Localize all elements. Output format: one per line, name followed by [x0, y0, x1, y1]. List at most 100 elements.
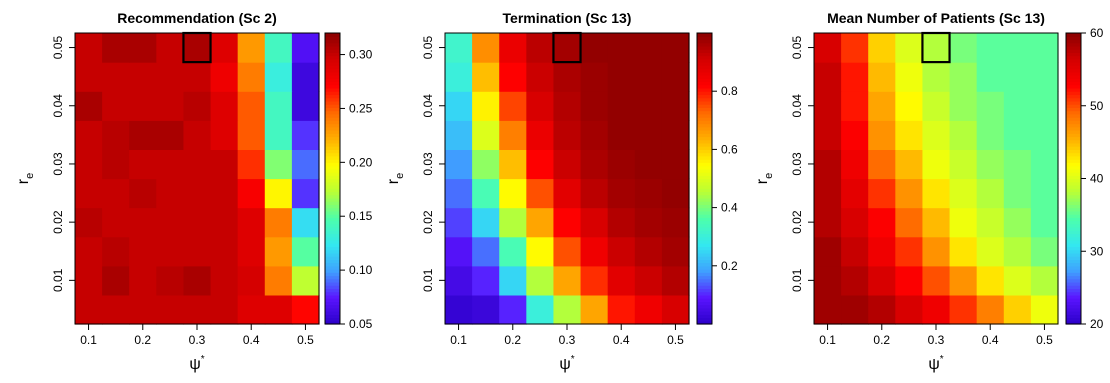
heatmap-cell	[102, 294, 130, 325]
colorbar-segment	[1066, 278, 1081, 283]
colorbar-segment	[1066, 175, 1081, 180]
colorbar-segment	[325, 58, 340, 63]
heatmap-panel: Recommendation (Sc 2) 0.1 0.2 0.3 0.4 0.5 0.01…	[15, 10, 373, 373]
colorbar-segment	[325, 285, 340, 290]
heatmap-cell	[814, 120, 842, 150]
heatmap-cell	[661, 149, 690, 180]
heatmap-cell	[922, 33, 951, 63]
heatmap-cell	[976, 294, 1005, 325]
y-tick-label: 0.01	[421, 268, 435, 292]
colorbar-segment	[325, 104, 340, 108]
colorbar-segment	[1066, 130, 1081, 134]
colorbar-segment	[1066, 45, 1081, 50]
colorbar-tick-label: 40	[1090, 172, 1104, 186]
heatmap-cell	[814, 149, 842, 180]
colorbar-segment	[1066, 65, 1081, 70]
heatmap-cell	[1003, 294, 1032, 325]
heatmap-cell	[814, 178, 842, 209]
heatmap-cell	[895, 178, 924, 209]
heatmap-cell	[129, 62, 157, 92]
heatmap-cell	[183, 120, 212, 150]
heatmap-cell	[526, 207, 555, 238]
heatmap-cell	[129, 149, 157, 180]
heatmap-cell	[264, 178, 293, 209]
heatmap-cell	[210, 91, 239, 121]
heatmap-cell	[895, 91, 924, 121]
colorbar-segment	[325, 265, 340, 270]
colorbar-segment	[697, 236, 712, 241]
heatmap-cell	[895, 207, 924, 238]
heatmap-cell	[183, 91, 212, 121]
colorbar-segment	[1066, 178, 1081, 183]
heatmap-cell	[976, 120, 1005, 150]
colorbar-segment	[697, 217, 712, 222]
colorbar-segment	[1066, 142, 1081, 147]
colorbar-segment	[697, 113, 712, 118]
heatmap-cell	[976, 265, 1005, 296]
heatmap-cell	[264, 62, 293, 92]
heatmap-cell	[237, 294, 266, 325]
heatmap-cell	[499, 33, 527, 63]
colorbar-segment	[1066, 123, 1081, 128]
colorbar-segment	[325, 172, 340, 176]
colorbar-tick-label: 0.8	[721, 84, 738, 98]
heatmap-cell	[976, 149, 1005, 180]
colorbar-segment	[1066, 152, 1081, 157]
heatmap-cell	[1003, 149, 1032, 180]
colorbar-segment	[1066, 298, 1081, 302]
heatmap-cell	[895, 294, 924, 325]
colorbar-segment	[1066, 139, 1081, 144]
colorbar-segment	[1066, 220, 1081, 225]
heatmap-cell	[553, 265, 582, 296]
heatmap-cell	[634, 120, 663, 150]
y-tick-label: 0.01	[51, 268, 65, 292]
colorbar-segment	[697, 278, 712, 283]
x-tick-label: 0.4	[613, 333, 630, 347]
heatmap-cell	[102, 62, 130, 92]
colorbar-segment	[325, 39, 340, 44]
heatmap-panel: Mean Number of Patients (Sc 13) 0.1 0.2 0.3…	[754, 10, 1104, 373]
heatmap-cell	[472, 91, 500, 121]
heatmap-cell	[580, 207, 609, 238]
colorbar-segment	[325, 269, 340, 273]
colorbar-segment	[325, 294, 340, 299]
x-tick-label: 0.1	[450, 333, 467, 347]
heatmap-cell	[499, 294, 527, 325]
colorbar-segment	[1066, 307, 1081, 312]
colorbar-segment	[697, 84, 712, 89]
heatmap-cell	[868, 91, 896, 121]
heatmap-cell	[949, 62, 978, 92]
heatmap-cell	[814, 91, 842, 121]
colorbar-segment	[325, 194, 340, 199]
heatmap-cell	[976, 91, 1005, 121]
colorbar-segment	[697, 123, 712, 128]
heatmap-cell	[1030, 294, 1059, 325]
x-tick-label: 0.3	[189, 333, 206, 347]
heatmap-cell	[1003, 207, 1032, 238]
colorbar-segment	[325, 236, 340, 241]
heatmap-cell	[237, 265, 266, 296]
colorbar-segment	[697, 139, 712, 144]
heatmap-cell	[661, 33, 690, 63]
colorbar-segment	[325, 175, 340, 180]
colorbar-segment	[1066, 262, 1081, 267]
heatmap-cell	[102, 178, 130, 209]
y-tick-label: 0.04	[421, 94, 435, 118]
heatmap-cell	[499, 149, 527, 180]
colorbar-segment	[1066, 210, 1081, 215]
heatmap-cell	[472, 236, 500, 267]
colorbar-segment	[1066, 304, 1081, 309]
heatmap-cell	[210, 149, 239, 180]
x-tick-label: 0.5	[297, 333, 314, 347]
colorbar-segment	[1066, 58, 1081, 63]
heatmap-cell	[237, 33, 266, 63]
colorbar-segment	[697, 291, 712, 296]
heatmap-cell	[841, 33, 869, 63]
heatmap-cell	[264, 294, 293, 325]
heatmap-cell	[445, 62, 473, 92]
heatmap-cell	[895, 265, 924, 296]
heatmap-cell	[237, 207, 266, 238]
y-tick-label: 0.02	[421, 210, 435, 234]
colorbar-segment	[325, 91, 340, 96]
heatmap-cell	[868, 33, 896, 63]
